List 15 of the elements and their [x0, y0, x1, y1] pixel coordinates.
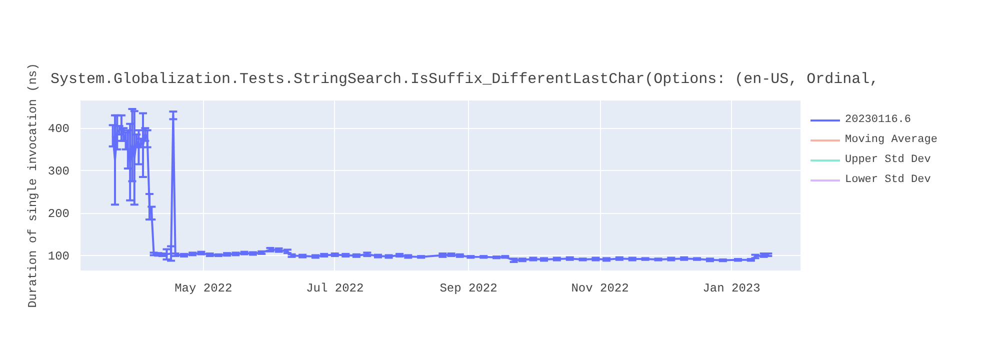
y-tick-label: 200	[48, 207, 70, 222]
y-tick-label: 400	[48, 122, 70, 136]
y-tick-label: 100	[48, 250, 70, 264]
chart-title: System.Globalization.Tests.StringSearch.IsSuffix_DifferentLastChar(Options: (en-US, Ordinal,	[50, 71, 879, 88]
legend-label: 20230116.6	[845, 113, 912, 127]
y-axis-title: Duration of single invocation (ns)	[26, 63, 40, 308]
x-tick-label: Jan 2023	[702, 282, 760, 296]
x-tick-label: Jul 2022	[306, 282, 364, 296]
x-tick-label: Nov 2022	[571, 282, 629, 296]
x-tick-label: Sep 2022	[440, 282, 498, 296]
x-tick-label: May 2022	[174, 282, 232, 296]
y-tick-label: 300	[48, 164, 70, 179]
legend-label: Lower Std Dev	[845, 173, 931, 187]
legend-label: Moving Average	[845, 133, 938, 147]
legend-label: Upper Std Dev	[845, 153, 931, 167]
